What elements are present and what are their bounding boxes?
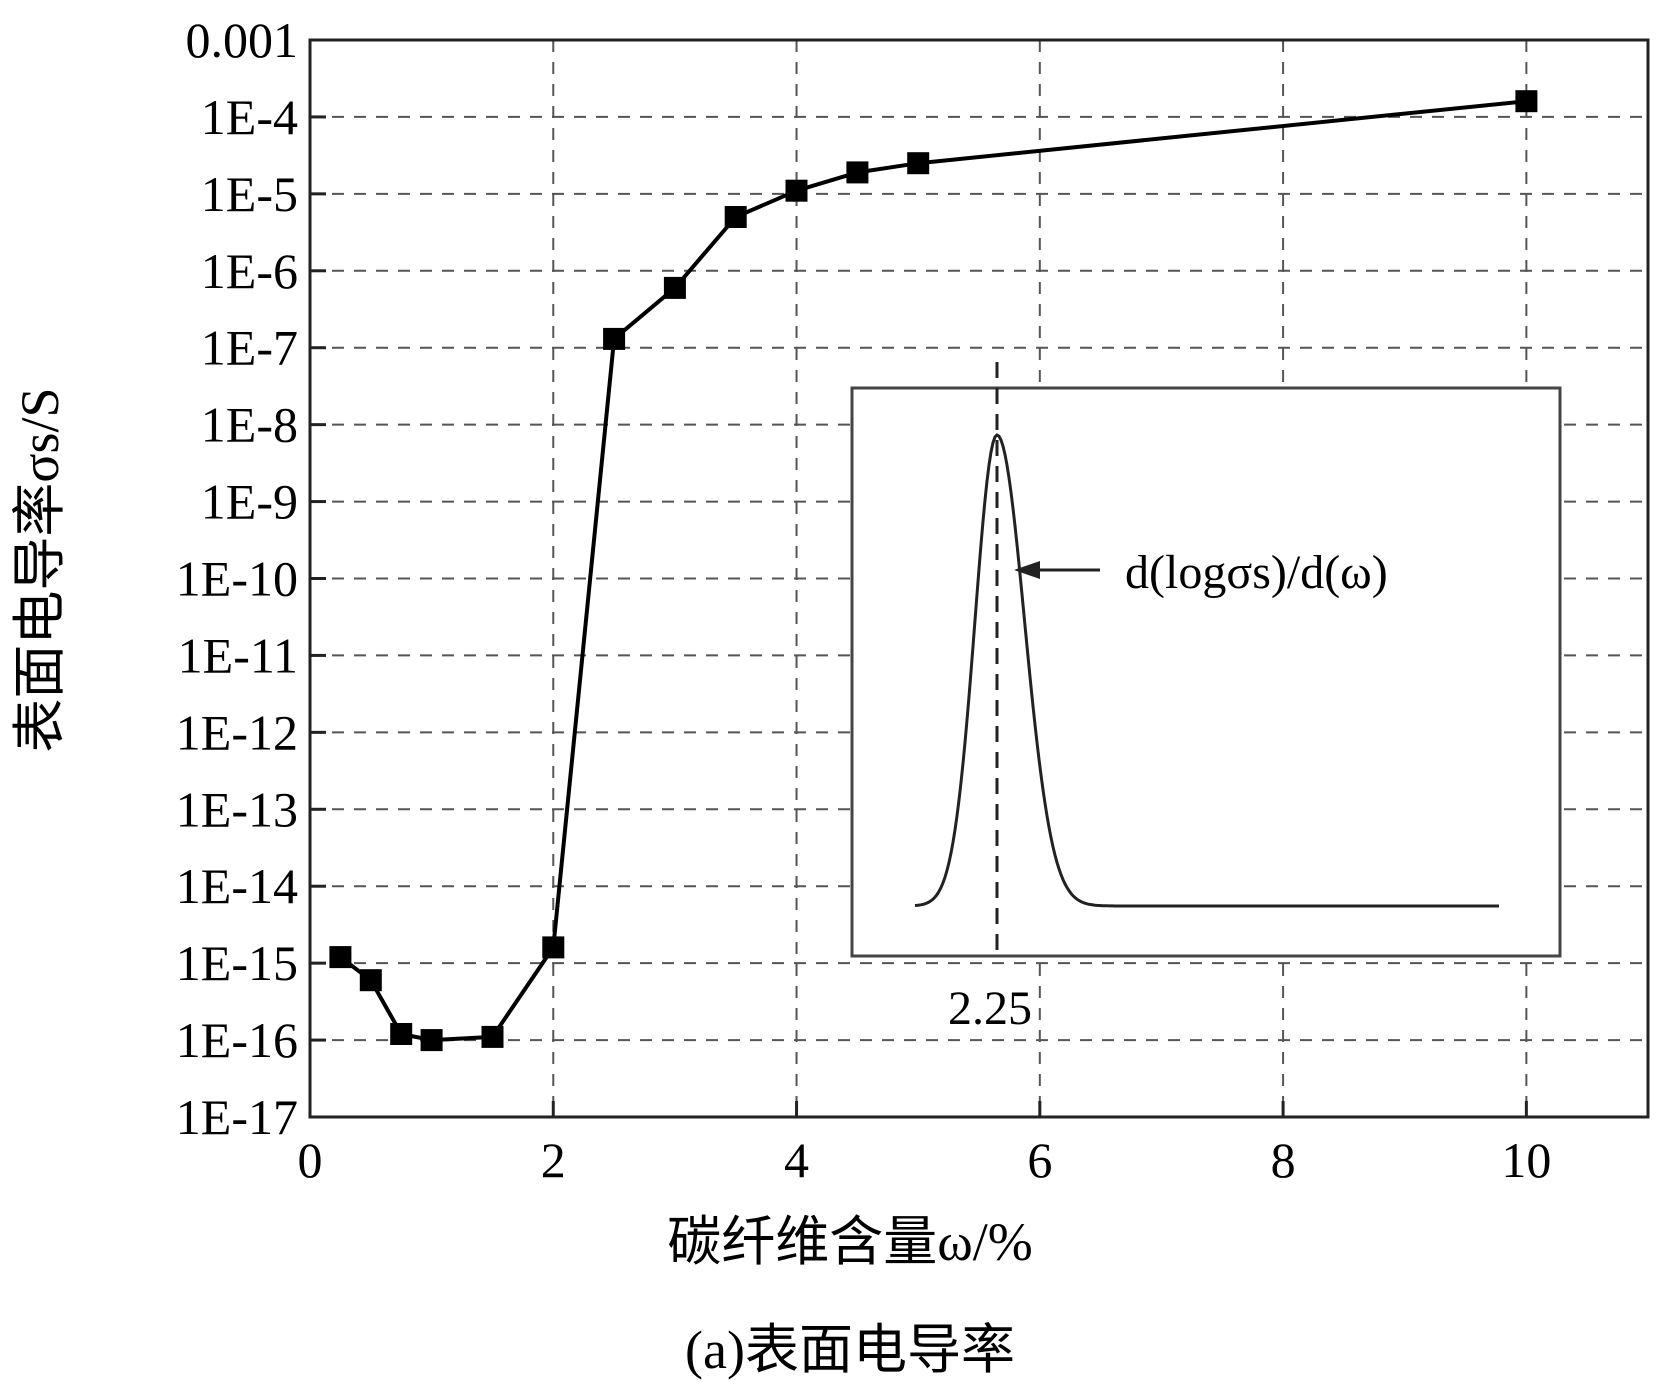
y-tick-label: 1E-5 bbox=[201, 166, 298, 222]
figure-caption: (a)表面电导率 bbox=[685, 1320, 1015, 1380]
inset-peak-label: 2.25 bbox=[948, 982, 1032, 1035]
y-tick-label: 1E-12 bbox=[176, 704, 298, 760]
y-tick-label: 1E-14 bbox=[176, 858, 298, 914]
x-tick-label: 6 bbox=[1027, 1132, 1052, 1188]
data-point bbox=[846, 161, 869, 184]
y-tick-label: 1E-15 bbox=[176, 935, 298, 991]
y-tick-label: 1E-6 bbox=[201, 243, 298, 299]
inset-frame bbox=[850, 386, 1562, 958]
y-tick-label: 1E-16 bbox=[176, 1012, 298, 1068]
y-axis-ticks: 1E-17 1E-16 1E-15 1E-14 1E-13 1E-12 1E-11 1E-10… bbox=[176, 12, 326, 1145]
y-tick-label: 1E-17 bbox=[176, 1089, 298, 1145]
x-axis-ticks: 0 2 4 6 8 10 bbox=[298, 1101, 1551, 1188]
data-point bbox=[420, 1029, 443, 1052]
data-point bbox=[542, 936, 565, 959]
y-tick-label: 0.001 bbox=[186, 12, 299, 68]
y-tick-label: 1E-11 bbox=[178, 627, 298, 683]
data-point bbox=[481, 1025, 504, 1048]
data-point bbox=[1515, 90, 1538, 113]
inset-arrow-head bbox=[1014, 561, 1040, 579]
data-point bbox=[329, 946, 352, 969]
x-tick-label: 10 bbox=[1501, 1132, 1551, 1188]
y-tick-label: 1E-13 bbox=[176, 781, 298, 837]
inset-chart: d(logσs)/d(ω) 2.25 bbox=[850, 362, 1562, 1035]
y-tick-label: 1E-4 bbox=[201, 89, 298, 145]
y-tick-label: 1E-9 bbox=[201, 474, 298, 530]
y-axis-label: 表面电导率σs/S bbox=[10, 387, 70, 752]
data-point bbox=[724, 206, 747, 228]
data-point bbox=[663, 276, 686, 299]
data-point bbox=[359, 969, 382, 992]
inset-curve-label: d(logσs)/d(ω) bbox=[1125, 546, 1388, 599]
y-tick-label: 1E-10 bbox=[176, 551, 298, 607]
data-point bbox=[785, 179, 808, 202]
x-tick-label: 0 bbox=[298, 1132, 323, 1188]
x-tick-label: 8 bbox=[1271, 1132, 1296, 1188]
x-axis-label: 碳纤维含量ω/% bbox=[667, 1212, 1033, 1272]
data-point bbox=[390, 1023, 413, 1045]
y-tick-label: 1E-8 bbox=[201, 397, 298, 453]
y-tick-label: 1E-7 bbox=[201, 320, 298, 376]
x-tick-label: 4 bbox=[784, 1132, 809, 1188]
data-point bbox=[603, 327, 626, 350]
inset-derivative-curve bbox=[914, 433, 1499, 908]
data-point bbox=[907, 152, 930, 175]
x-tick-label: 2 bbox=[541, 1132, 566, 1188]
series-layer bbox=[329, 90, 1538, 1052]
